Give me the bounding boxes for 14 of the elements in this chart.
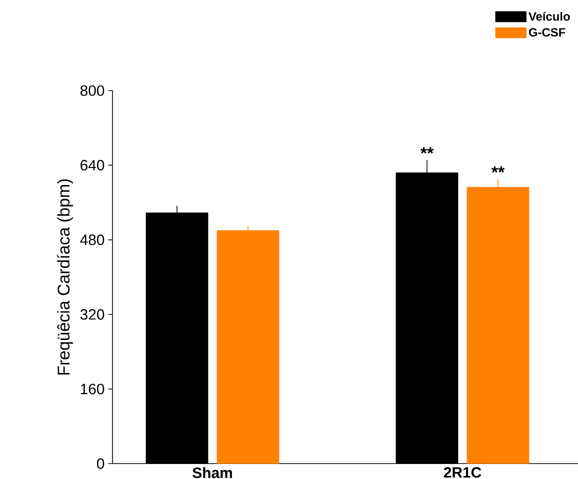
y-tick-label: 800	[80, 85, 104, 96]
x-tick-label: Sham	[192, 467, 232, 478]
y-tick-label: 160	[80, 384, 104, 394]
bar	[216, 230, 280, 464]
legend-label: G-CSF	[528, 28, 566, 37]
y-tick-label: 480	[80, 234, 104, 246]
legend-label: Veículo	[528, 12, 570, 21]
y-tick-label: 0	[97, 458, 104, 469]
y-tick-label: 320	[80, 309, 104, 320]
annotation: **	[491, 166, 505, 173]
x-tick-label: 2R1C	[444, 467, 482, 478]
y-axis-title: Freqüêcia Cardíaca (bpm)	[56, 179, 73, 375]
y-tick-label: 640	[80, 160, 104, 170]
annotation: **	[420, 147, 434, 154]
